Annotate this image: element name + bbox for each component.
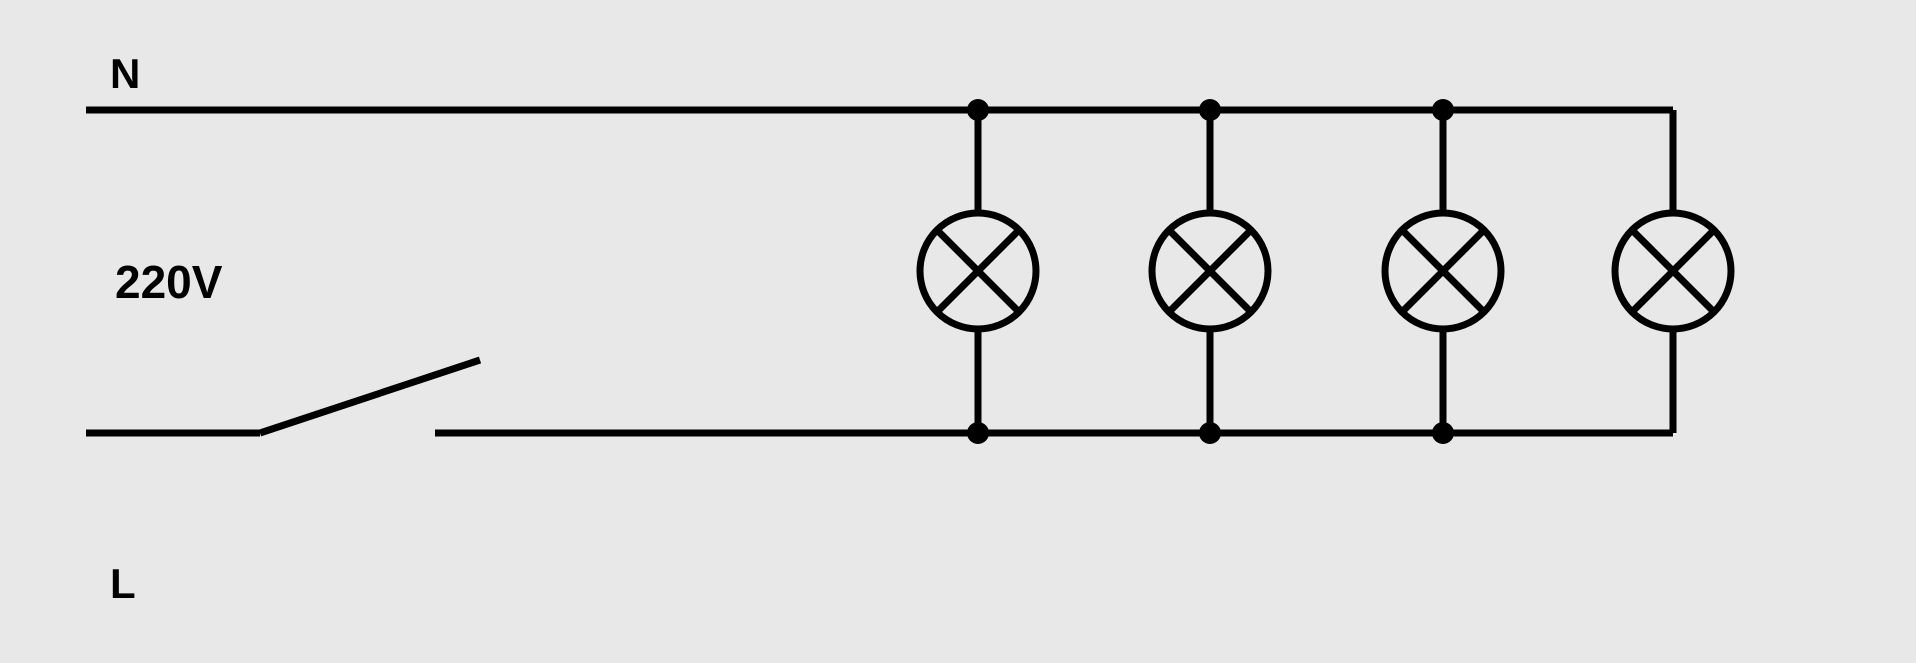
neutral-label: N bbox=[110, 50, 140, 98]
circuit-svg bbox=[0, 0, 1916, 663]
voltage-label: 220V bbox=[115, 255, 222, 309]
circuit-diagram: N 220V L bbox=[0, 0, 1916, 663]
live-label: L bbox=[110, 560, 136, 608]
